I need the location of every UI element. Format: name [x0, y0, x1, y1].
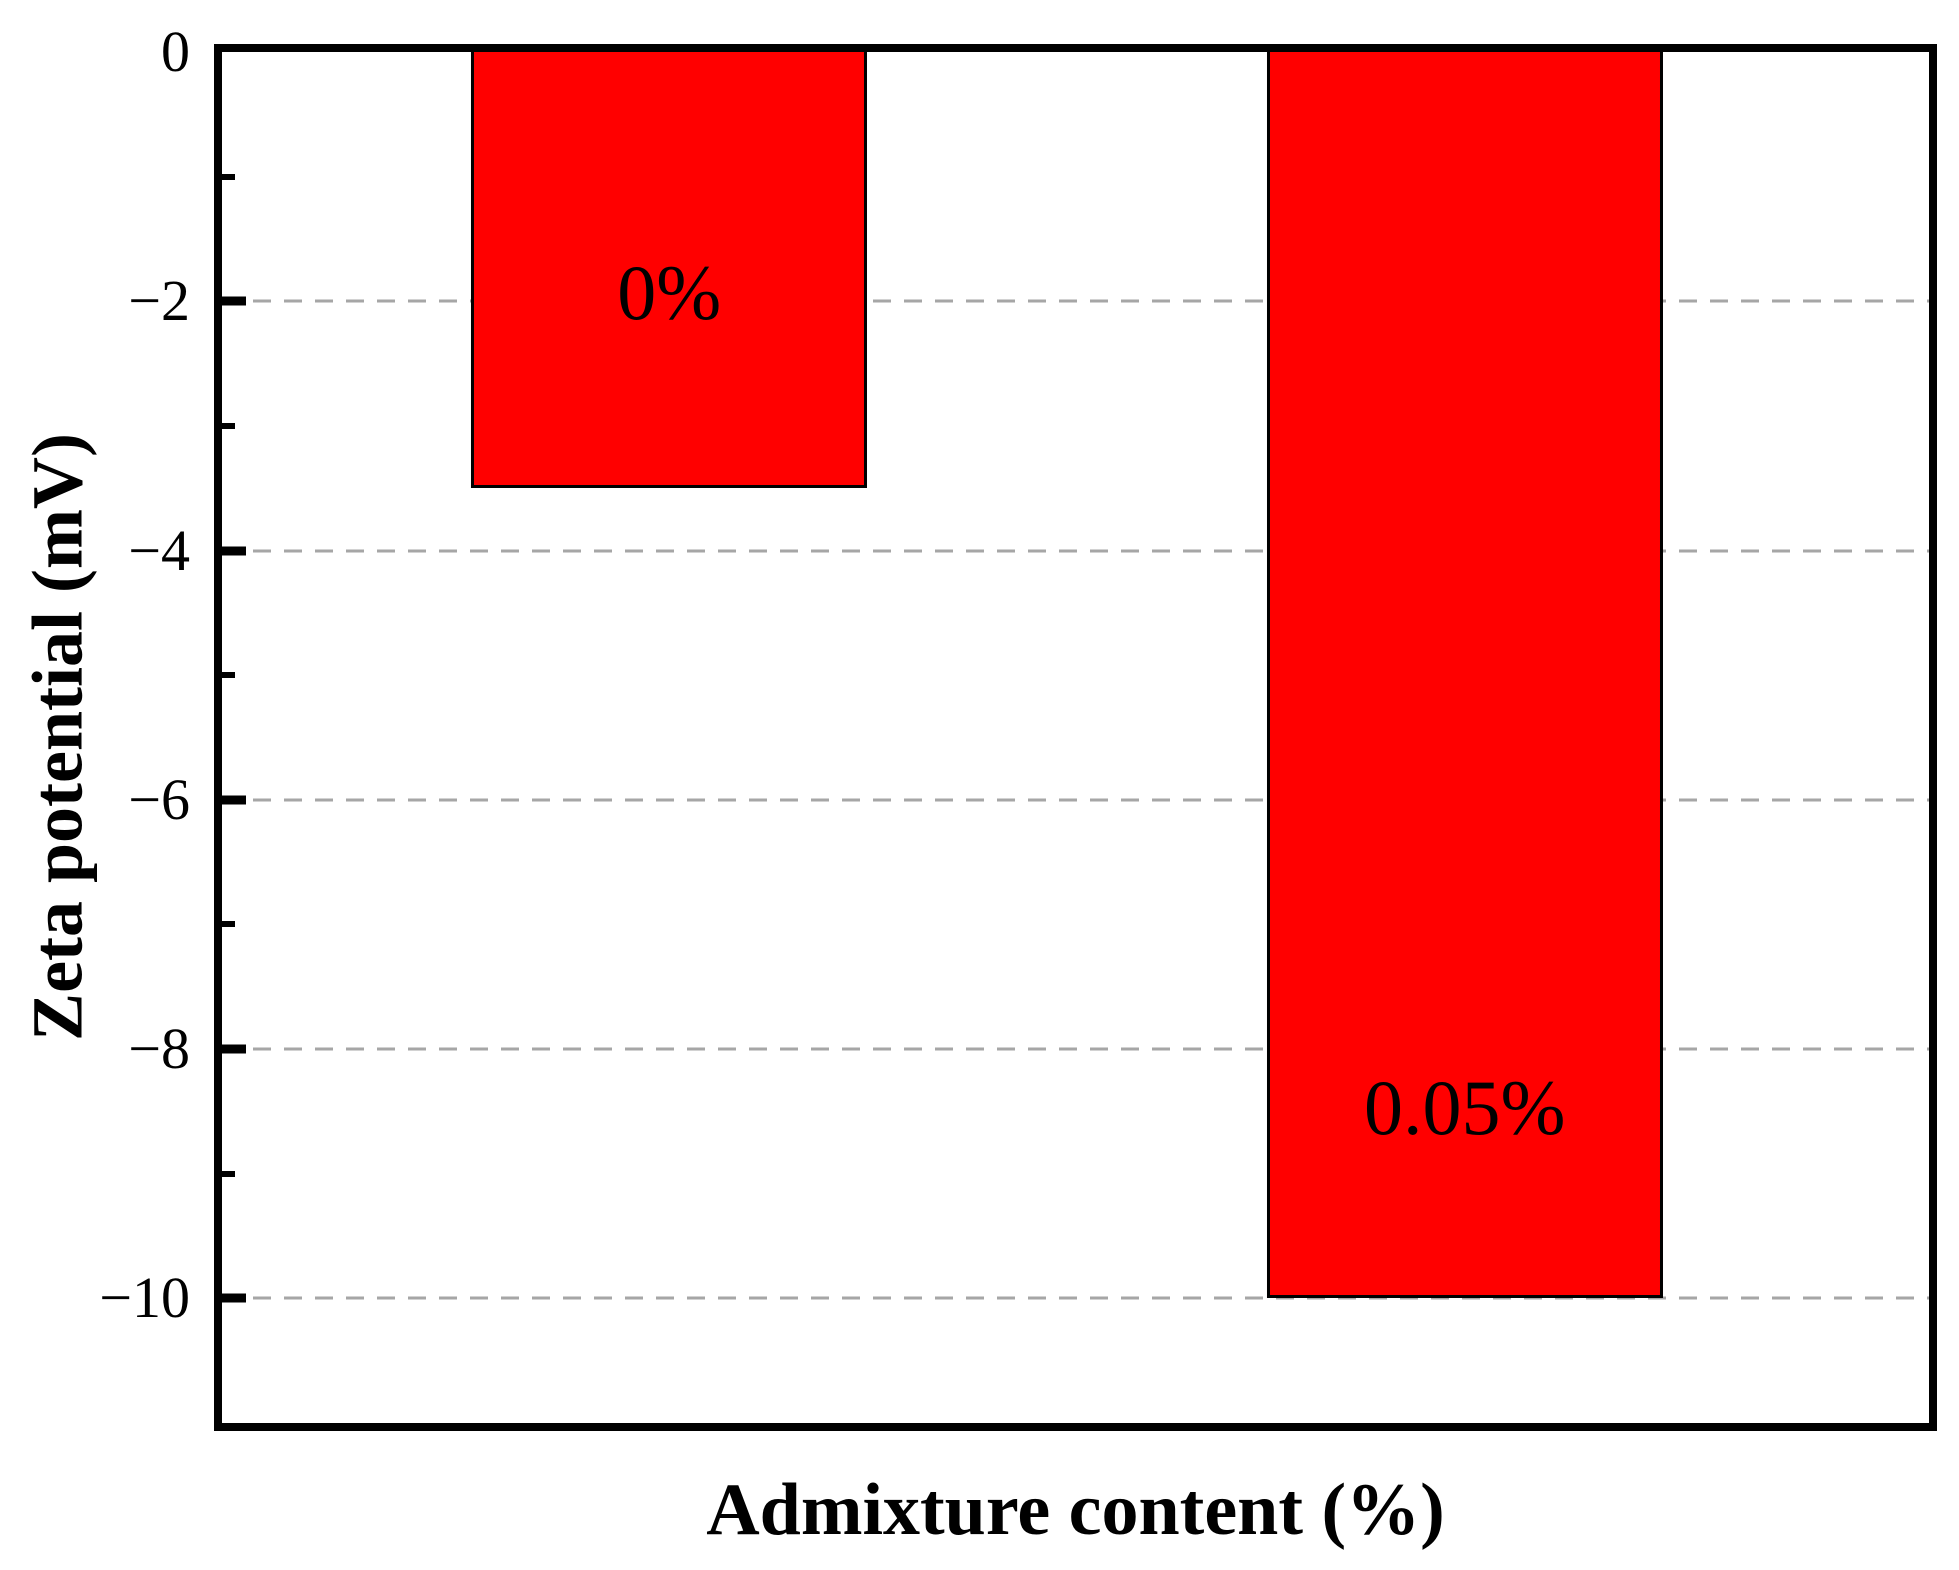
y-tick-labels: 0 −2 −4 −6 −8 −10 [0, 0, 190, 1570]
ticks-layer [222, 52, 1929, 1423]
y-major-tick [222, 795, 246, 805]
y-gridline [222, 299, 1929, 303]
y-gridline [222, 549, 1929, 553]
x-axis-title: Admixture content (%) [706, 1469, 1445, 1551]
bars-layer: 0% 0.05% [222, 52, 1929, 1423]
bar-0% [471, 52, 868, 489]
y-tick-label: −2 [128, 268, 190, 334]
bar-value-label: 0% [617, 249, 722, 337]
gridlines-layer [222, 52, 1929, 1423]
y-major-tick [222, 1044, 246, 1054]
y-major-tick [222, 296, 246, 306]
y-minor-tick [222, 1170, 235, 1177]
y-minor-tick [222, 921, 235, 928]
y-tick-label: −6 [128, 766, 190, 832]
plot-area: 0% 0.05% [214, 44, 1937, 1431]
y-gridline [222, 1047, 1929, 1051]
y-minor-tick [222, 672, 235, 679]
y-tick-label: 0 [161, 19, 190, 84]
y-gridline [222, 798, 1929, 802]
bar-value-label: 0.05% [1363, 1063, 1566, 1151]
y-gridline [222, 1296, 1929, 1300]
y-major-tick [222, 1293, 246, 1303]
bar-0.05% [1266, 52, 1663, 1299]
y-major-tick [222, 546, 246, 556]
y-tick-label: −4 [128, 517, 190, 583]
y-minor-tick [222, 173, 235, 180]
y-minor-tick [222, 422, 235, 429]
y-tick-label: −10 [99, 1265, 190, 1331]
y-tick-label: −8 [128, 1016, 190, 1082]
